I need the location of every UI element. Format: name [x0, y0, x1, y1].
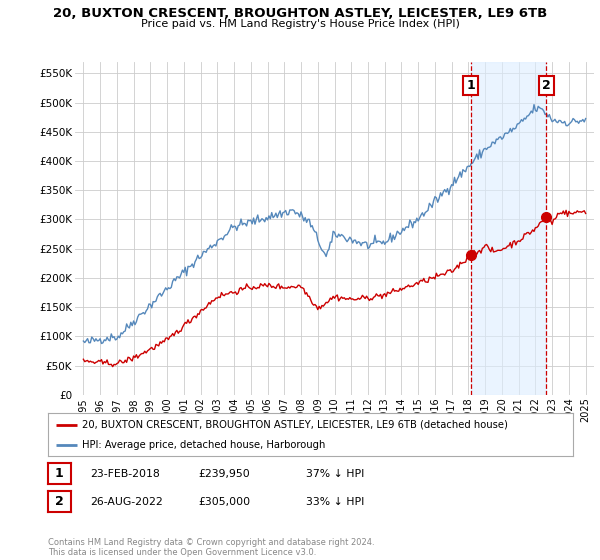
Text: 1: 1: [467, 79, 475, 92]
Text: 2: 2: [542, 79, 551, 92]
Text: £239,950: £239,950: [198, 469, 250, 479]
Text: 20, BUXTON CRESCENT, BROUGHTON ASTLEY, LEICESTER, LE9 6TB: 20, BUXTON CRESCENT, BROUGHTON ASTLEY, L…: [53, 7, 547, 20]
Text: 23-FEB-2018: 23-FEB-2018: [90, 469, 160, 479]
Text: 1: 1: [55, 467, 64, 480]
Text: Contains HM Land Registry data © Crown copyright and database right 2024.
This d: Contains HM Land Registry data © Crown c…: [48, 538, 374, 557]
Text: HPI: Average price, detached house, Harborough: HPI: Average price, detached house, Harb…: [82, 441, 325, 450]
Text: 33% ↓ HPI: 33% ↓ HPI: [306, 497, 364, 507]
Bar: [471, 62, 546, 395]
Text: 20, BUXTON CRESCENT, BROUGHTON ASTLEY, LEICESTER, LE9 6TB (detached house): 20, BUXTON CRESCENT, BROUGHTON ASTLEY, L…: [82, 420, 508, 430]
Text: 37% ↓ HPI: 37% ↓ HPI: [306, 469, 364, 479]
Text: Price paid vs. HM Land Registry's House Price Index (HPI): Price paid vs. HM Land Registry's House …: [140, 19, 460, 29]
Text: £305,000: £305,000: [198, 497, 250, 507]
Text: 2: 2: [55, 495, 64, 508]
Text: 26-AUG-2022: 26-AUG-2022: [90, 497, 163, 507]
